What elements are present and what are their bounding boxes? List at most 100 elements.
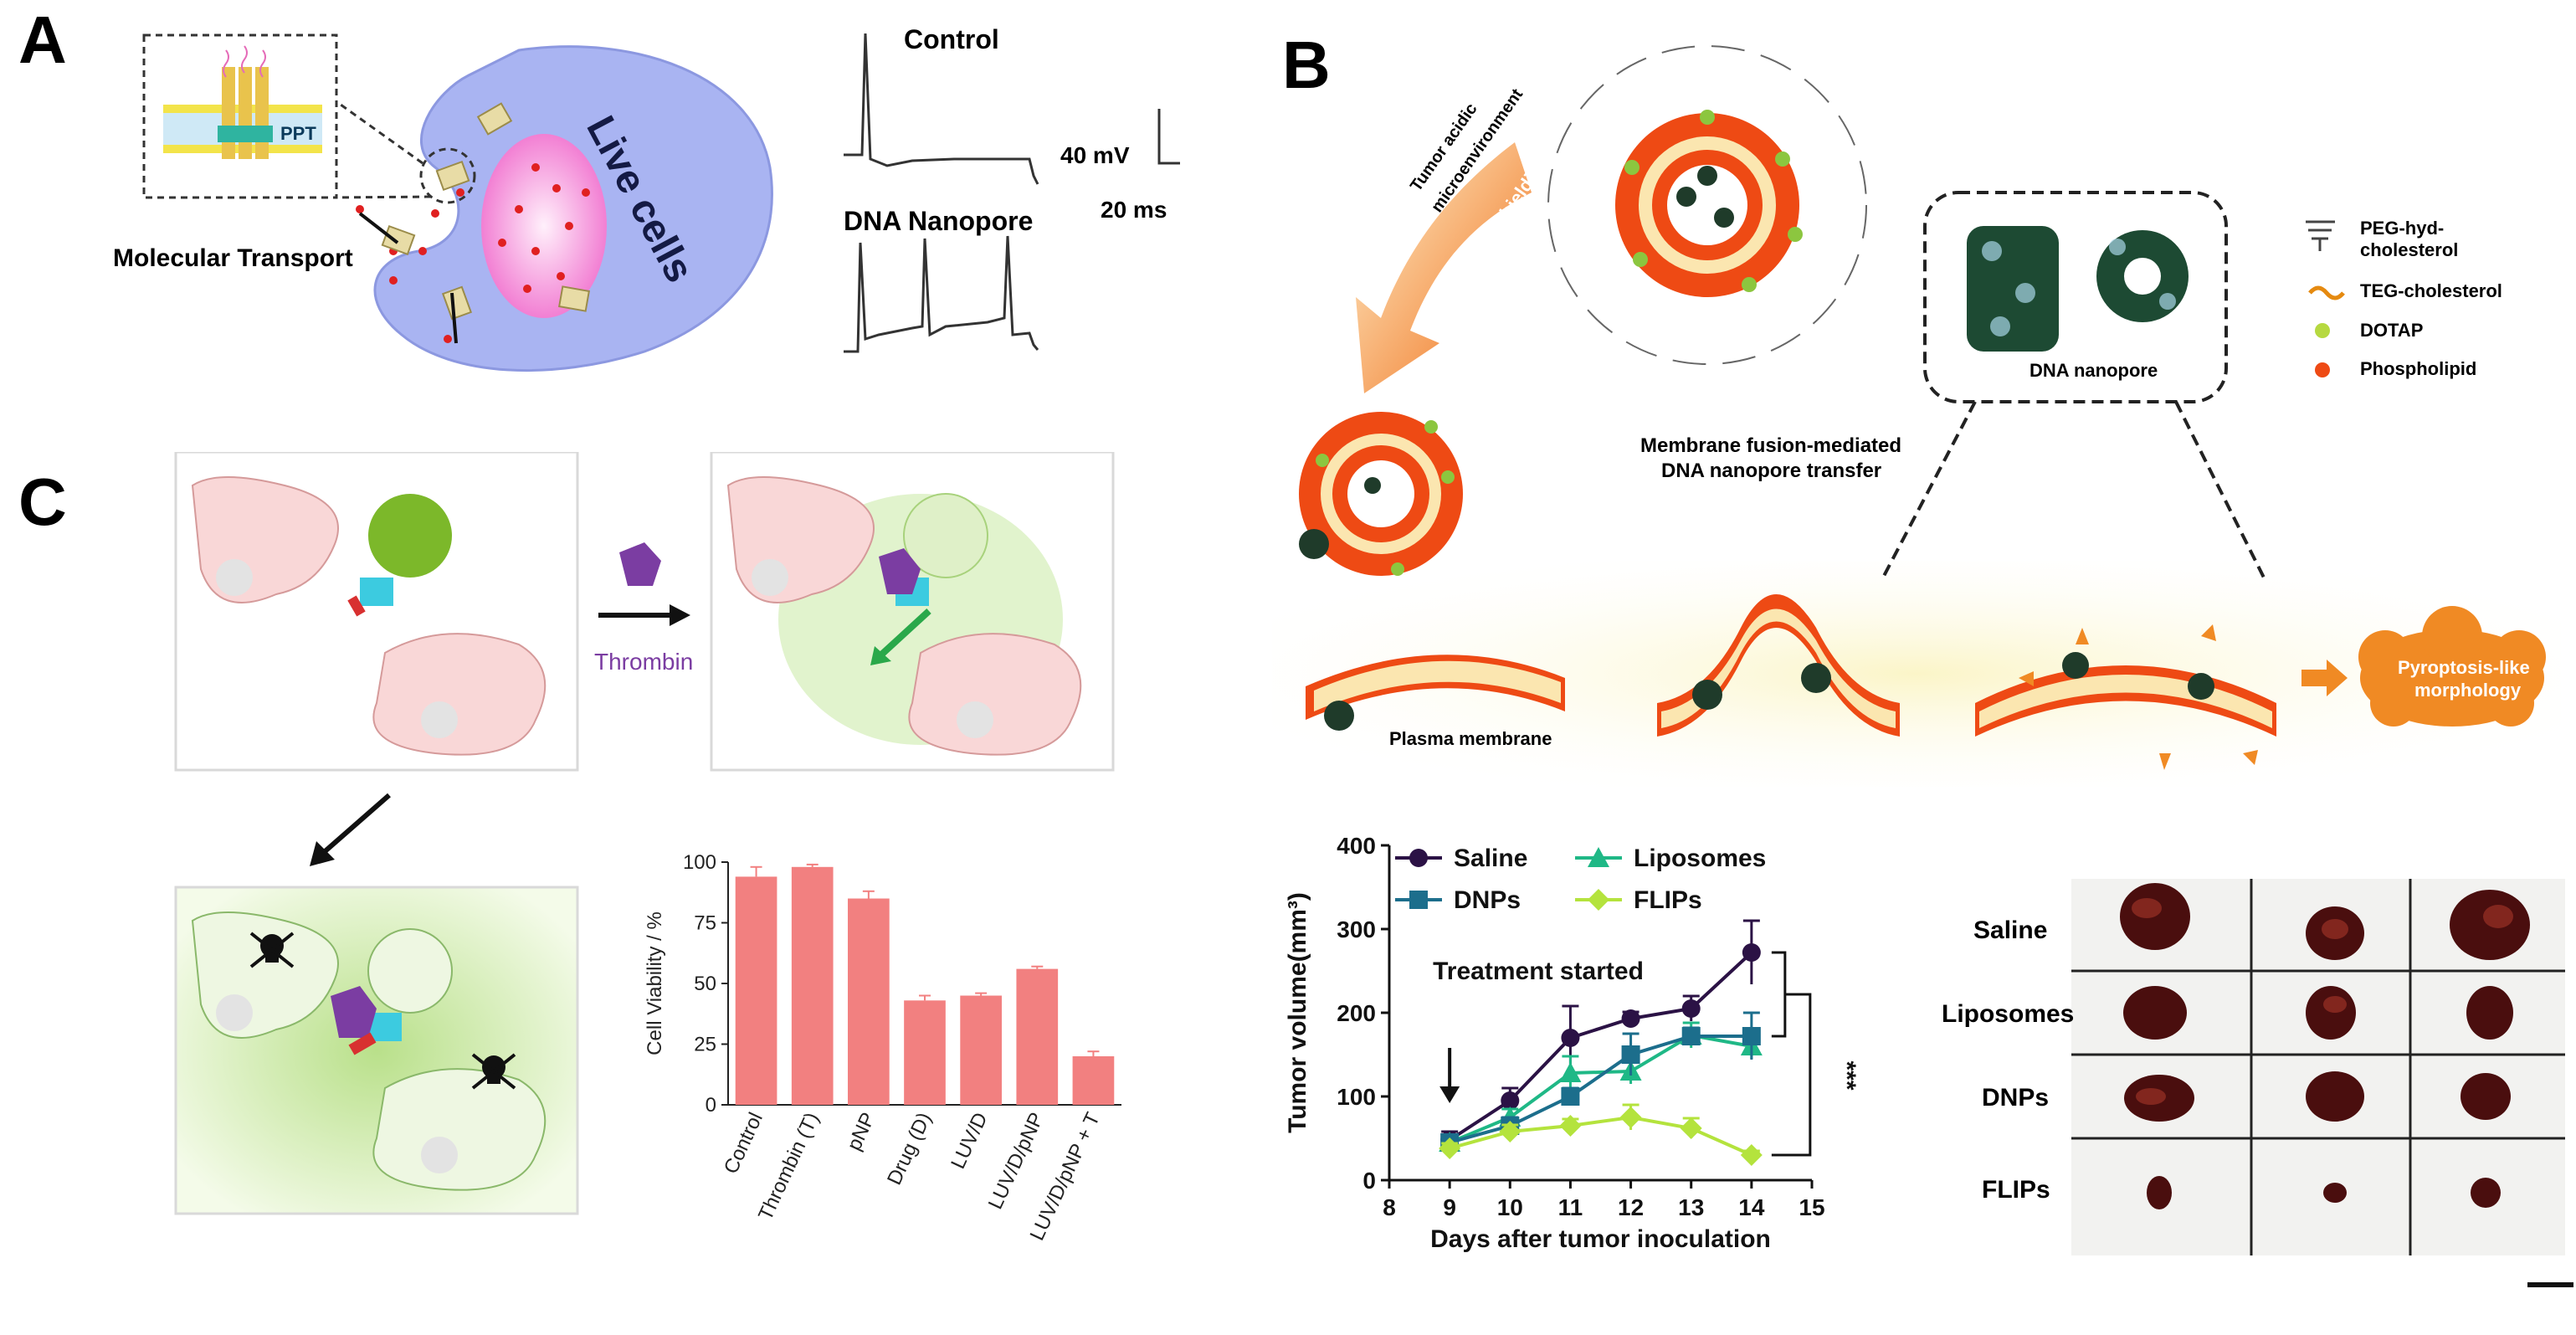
x-tick-label-1: Thrombin (T) bbox=[754, 1109, 824, 1224]
schematic-legend: PEG-hyd- cholesterol TEG-cholesterol DOT… bbox=[2306, 218, 2502, 379]
pyroptosis-line2: morphology bbox=[2414, 680, 2522, 701]
legend-label-dnps: DNPs bbox=[1454, 886, 1521, 914]
panel-label-a: A bbox=[18, 3, 67, 77]
data-point-flips bbox=[1619, 1107, 1642, 1128]
data-point-saline bbox=[1742, 943, 1761, 962]
thrombin-label: Thrombin bbox=[594, 649, 693, 675]
scale-mv-label: 40 mV bbox=[1060, 142, 1130, 168]
y-tick-label: 25 bbox=[694, 1034, 716, 1056]
y-tick-label: 50 bbox=[694, 973, 716, 995]
y-tick-label: 100 bbox=[1337, 1084, 1376, 1110]
treatment-started-label: Treatment started bbox=[1433, 958, 1644, 985]
x-tick-label: 9 bbox=[1443, 1194, 1456, 1220]
data-point-flips bbox=[1499, 1121, 1521, 1142]
pyroptosis-arrow bbox=[2301, 660, 2348, 696]
legend-label-liposomes: Liposomes bbox=[1634, 845, 1766, 872]
significance-label: *** bbox=[1833, 1060, 1860, 1090]
dna-nanopore-label: DNA nanopore bbox=[2029, 360, 2158, 381]
y-tick-label: 100 bbox=[683, 851, 716, 874]
scale-ms-label: 20 ms bbox=[1101, 197, 1167, 223]
series-dnps bbox=[1440, 1011, 1761, 1152]
deshielded-liposome bbox=[1299, 412, 1463, 576]
plasma-membrane-glow bbox=[1272, 561, 2561, 787]
series-line-flips bbox=[1449, 1115, 1752, 1157]
bar-1 bbox=[791, 866, 834, 1105]
nucleus bbox=[481, 134, 607, 318]
x-axis-label: Days after tumor inoculation bbox=[1430, 1225, 1771, 1253]
x-tick-label: 14 bbox=[1738, 1194, 1765, 1220]
x-tick-label: 8 bbox=[1383, 1194, 1396, 1220]
legend-phospholipid: Phospholipid bbox=[2360, 358, 2476, 379]
x-tick-label: 10 bbox=[1497, 1194, 1523, 1220]
x-tick-label: 12 bbox=[1618, 1194, 1644, 1220]
bar-3 bbox=[904, 1000, 946, 1105]
y-tick-label: 400 bbox=[1337, 833, 1376, 859]
thrombin-icon bbox=[619, 542, 661, 586]
y-tick-label: 0 bbox=[1362, 1168, 1376, 1194]
data-point-saline bbox=[1621, 1009, 1640, 1028]
photo-row-dnps: DNPs bbox=[1982, 1084, 2050, 1112]
data-point-flips bbox=[1680, 1117, 1702, 1139]
legend-label-flips: FLIPs bbox=[1634, 886, 1702, 914]
x-tick-label: 11 bbox=[1558, 1194, 1583, 1220]
x-tick-label-2: pNP bbox=[843, 1109, 880, 1154]
red-lipid-icon bbox=[2315, 362, 2330, 377]
nanopore-trace bbox=[844, 235, 1039, 353]
data-point-liposomes bbox=[1559, 1062, 1582, 1082]
x-tick-label-4: LUV/D bbox=[947, 1109, 992, 1172]
photo-row-saline: Saline bbox=[1973, 917, 2048, 944]
data-point-saline bbox=[1561, 1029, 1580, 1047]
panel-c-schematic: Thrombin bbox=[174, 452, 1115, 1215]
legend-marker-dnps bbox=[1409, 891, 1428, 909]
x-tick-label-3: Drug (D) bbox=[883, 1109, 936, 1189]
peg-liposome bbox=[1547, 45, 1867, 365]
bar-5 bbox=[1016, 968, 1059, 1105]
tumor-volume-line-chart: 0 100 200 300 400 8 9 10 11 12 13 14 15 Tumor volume(… bbox=[1284, 833, 1860, 1253]
line-chart-legend: Saline Liposomes DNPs FLIPs bbox=[1395, 845, 1766, 914]
action-potential-traces: Control 40 mV 20 ms DNA Nanopore bbox=[844, 24, 1180, 353]
legend-teg: TEG-cholesterol bbox=[2360, 280, 2502, 301]
pyroptosis-cloud bbox=[2358, 606, 2546, 727]
data-point-flips bbox=[1439, 1137, 1461, 1159]
data-point-flips bbox=[1740, 1144, 1763, 1166]
y-tick-label: 200 bbox=[1337, 1000, 1376, 1026]
ppt-label: PPT bbox=[280, 123, 316, 144]
series-line-dnps bbox=[1449, 1035, 1752, 1144]
data-point-dnps bbox=[1681, 1027, 1701, 1045]
data-point-dnps bbox=[1742, 1027, 1761, 1045]
x-tick-label-5: LUV/D/pNP bbox=[984, 1109, 1049, 1213]
legend-peg-line2: cholesterol bbox=[2360, 239, 2458, 260]
data-point-saline bbox=[1501, 1091, 1520, 1110]
chain-icon bbox=[2308, 285, 2345, 300]
panel-b-schematic: Tumor acidic microenvironment Deshieldin… bbox=[1272, 45, 2561, 787]
bar-6 bbox=[1072, 1056, 1115, 1105]
plasma-membrane-label: Plasma membrane bbox=[1389, 728, 1552, 749]
molecular-transport-label: Molecular Transport bbox=[113, 244, 353, 272]
control-trace-label: Control bbox=[904, 24, 999, 54]
legend-dotap: DOTAP bbox=[2360, 320, 2423, 341]
control-trace bbox=[844, 33, 1039, 185]
y-tick-label: 0 bbox=[706, 1094, 716, 1117]
bracket-upper bbox=[1771, 951, 1787, 1038]
legend-marker-liposomes bbox=[1588, 847, 1609, 867]
y-tick-label: 300 bbox=[1337, 917, 1376, 942]
panel-label-c: C bbox=[18, 465, 67, 539]
skull-icon bbox=[249, 932, 295, 968]
data-point-saline bbox=[1681, 999, 1701, 1018]
x-tick-label: 15 bbox=[1799, 1194, 1824, 1220]
series-flips bbox=[1439, 1103, 1763, 1166]
pyroptosis-line1: Pyroptosis-like bbox=[2398, 657, 2530, 678]
deshielding-arrow bbox=[1356, 142, 1532, 393]
legend-label-saline: Saline bbox=[1454, 845, 1527, 872]
legend-marker-saline bbox=[1409, 849, 1428, 867]
bar-0 bbox=[735, 876, 777, 1105]
cell-viability-bar-chart: 0 25 50 75 100 Cell Viability / % ControlThrom… bbox=[644, 851, 1121, 1244]
photo-row-flips: FLIPs bbox=[1982, 1176, 2050, 1204]
green-lipid-icon bbox=[2315, 323, 2330, 338]
y-tick-label: 75 bbox=[694, 912, 716, 935]
series-line-liposomes bbox=[1449, 1033, 1752, 1144]
photo-row-liposomes: Liposomes bbox=[1942, 1000, 2075, 1028]
y-axis-label: Tumor volume(mm³) bbox=[1284, 892, 1311, 1133]
data-point-flips bbox=[1559, 1115, 1582, 1137]
skull-icon-2 bbox=[471, 1053, 516, 1090]
